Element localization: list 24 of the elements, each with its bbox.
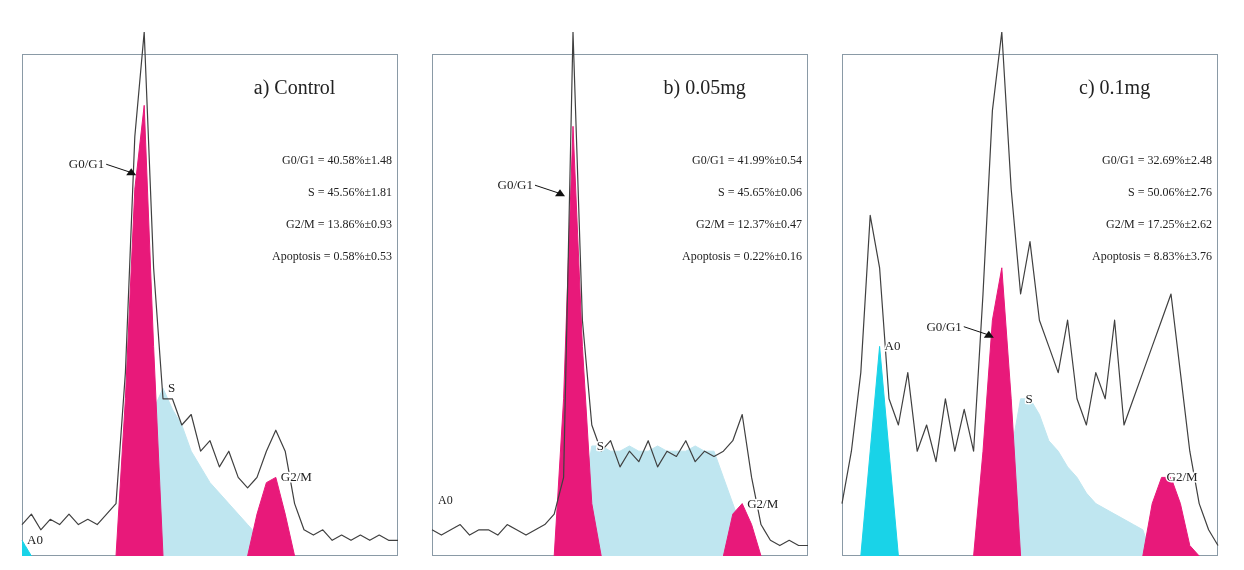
annotation: G0/G1 = 32.69%±2.48: [1101, 152, 1212, 169]
series-label: G2/M: [747, 495, 779, 511]
series-label: A0: [27, 532, 43, 548]
text: G0/G1: [926, 318, 962, 334]
series-label: S: [1025, 390, 1033, 406]
text: a) Control: [252, 76, 337, 99]
annotation: G0/G1 = 41.99%±0.54: [691, 152, 802, 169]
annotation: G2/M = 13.86%±0.93: [284, 216, 392, 233]
text: c) 0.1mg: [1078, 76, 1152, 99]
annotation: A0: [438, 492, 453, 507]
annotation: Apoptosis = 8.83%±3.76: [1091, 248, 1212, 265]
annotation: S = 45.65%±0.06: [716, 184, 802, 201]
text: G0/G1: [497, 177, 533, 193]
series-label: A0: [884, 338, 901, 354]
annotation: G2/M = 12.37%±0.47: [694, 216, 802, 233]
annotation: G2/M = 17.25%±2.62: [1104, 216, 1212, 233]
text: b) 0.05mg: [662, 76, 747, 99]
text: G0/G1: [68, 156, 105, 172]
series-label: S: [168, 380, 176, 396]
annotation: Apoptosis = 0.22%±0.16: [681, 248, 802, 265]
annotation: S = 45.56%±1.81: [306, 184, 392, 201]
annotation: G0/G1 = 40.58%±1.48: [281, 152, 392, 169]
annotation: Apoptosis = 0.58%±0.53: [271, 248, 392, 265]
annotation: S = 50.06%±2.76: [1126, 184, 1212, 201]
